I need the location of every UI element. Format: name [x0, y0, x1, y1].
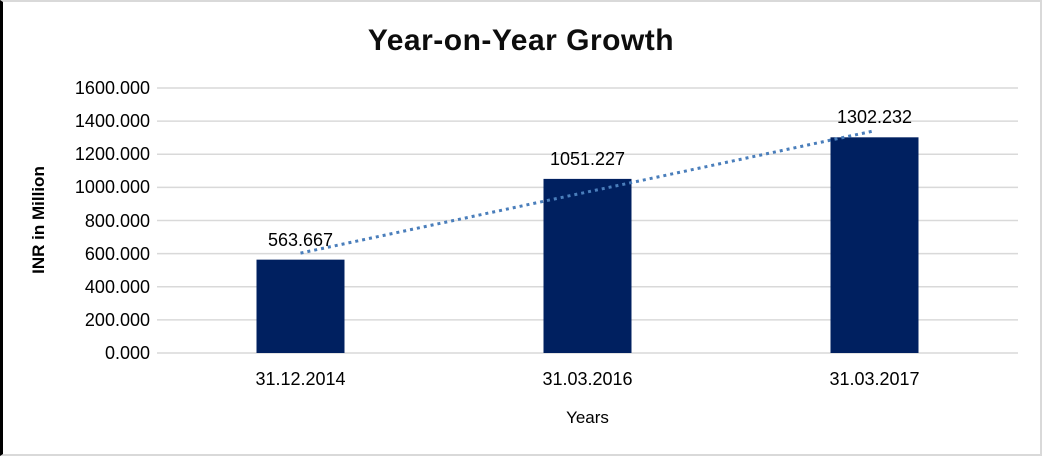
y-tick-label: 400.000	[84, 276, 150, 297]
y-tick-label: 1400.000	[74, 111, 150, 132]
bar-31.03.2017	[830, 137, 919, 353]
x-tick-label: 31.03.2017	[829, 369, 920, 389]
bar-31.12.2014	[256, 259, 345, 353]
y-tick-label: 800.000	[84, 210, 150, 231]
x-tick-label: 31.12.2014	[255, 369, 346, 389]
y-tick-label: 600.000	[84, 243, 150, 264]
data-label: 563.667	[267, 229, 334, 250]
data-label: 1302.232	[836, 107, 913, 128]
y-tick-label: 0.000	[104, 343, 150, 363]
data-label: 1051.227	[549, 148, 626, 169]
y-tick-label: 1000.000	[74, 177, 150, 198]
y-tick-label: 1600.000	[74, 78, 150, 98]
x-tick-label: 31.03.2016	[542, 369, 633, 389]
bar-31.03.2016	[543, 178, 632, 353]
chart-title: Year-on-Year Growth	[367, 24, 675, 57]
y-tick-label: 200.000	[84, 309, 150, 330]
y-tick-label: 1200.000	[74, 144, 150, 165]
x-axis-title: Years	[566, 408, 609, 427]
